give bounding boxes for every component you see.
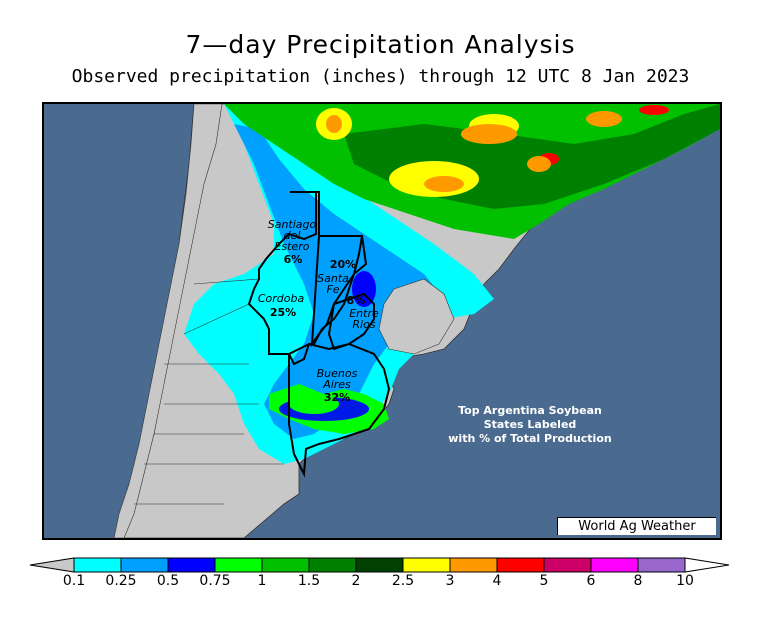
legend-swatch	[590, 557, 639, 573]
legend-swatch	[637, 557, 686, 573]
precip-orange-5	[586, 111, 622, 127]
precip-blue	[234, 124, 444, 439]
precip-orange-1	[424, 176, 464, 192]
legend-label: 3	[445, 573, 455, 589]
legend-max-triangle	[684, 557, 730, 573]
state-labels: Santiago del Estero 6% 20% Santa Fe Cord…	[258, 218, 379, 404]
state-name-santafe-1: Santa	[317, 272, 349, 285]
state-name-entrerios-2: Rios	[352, 318, 375, 331]
legend-label: 1.5	[297, 573, 321, 589]
precip-darkblue-er	[352, 271, 376, 307]
provincial-borders	[134, 278, 284, 505]
chile-strip	[113, 104, 223, 538]
legend-label: 4	[492, 573, 502, 589]
map-subtitle: Observed precipitation (inches) through …	[71, 66, 690, 87]
annotation-line1: Top Argentina Soybean	[458, 404, 602, 417]
legend-label: 0.5	[156, 573, 180, 589]
legend-swatch	[120, 557, 169, 573]
legend-label: 5	[539, 573, 549, 589]
state-pct-santafe: 20%	[330, 258, 356, 271]
legend-swatch	[402, 557, 451, 573]
legend-swatch	[449, 557, 498, 573]
precip-legend	[28, 556, 738, 580]
precip-orange-2	[326, 115, 342, 133]
state-pct-santiago: 6%	[284, 253, 303, 266]
precip-orange-4	[527, 156, 551, 172]
legend-label: 6	[586, 573, 596, 589]
legend-swatch	[543, 557, 592, 573]
legend-swatch	[167, 557, 216, 573]
legend-label: 2.5	[391, 573, 415, 589]
state-borders	[247, 191, 391, 478]
credit-label: World Ag Weather	[557, 517, 716, 535]
state-pct-entrerios: 8%	[347, 294, 366, 307]
annotation: Top Argentina Soybean States Labeled wit…	[448, 404, 611, 445]
legend-label: 0.25	[105, 573, 137, 589]
legend-label: 0.75	[199, 573, 231, 589]
precip-orange-3	[461, 124, 517, 144]
legend-swatch	[355, 557, 404, 573]
legend-label: 1	[257, 573, 267, 589]
uruguay	[378, 278, 455, 355]
legend-min-triangle	[29, 557, 75, 573]
legend-swatch	[261, 557, 310, 573]
state-pct-buenosaires: 32%	[324, 391, 350, 404]
precipitation-map: Santiago del Estero 6% 20% Santa Fe Cord…	[42, 102, 722, 540]
precip-green-ba2	[289, 394, 339, 414]
legend-swatch	[308, 557, 357, 573]
state-name-santiago-1: Santiago	[268, 218, 317, 231]
legend-swatch	[214, 557, 263, 573]
state-name-buenosaires-1: Buenos	[317, 367, 358, 380]
annotation-line2: States Labeled	[484, 418, 577, 431]
legend-swatch	[73, 557, 122, 573]
state-name-santafe-2: Fe	[326, 283, 339, 296]
legend-label: 0.1	[62, 573, 86, 589]
state-name-santiago-2: del	[284, 229, 301, 242]
legend-label: 10	[676, 573, 694, 589]
state-name-santiago-3: Estero	[274, 240, 309, 253]
annotation-line3: with % of Total Production	[448, 432, 611, 445]
state-name-cordoba: Cordoba	[258, 292, 305, 305]
legend-label: 8	[633, 573, 643, 589]
state-pct-cordoba: 25%	[270, 306, 296, 319]
precip-red-2	[639, 105, 669, 115]
map-title: 7—day Precipitation Analysis	[185, 30, 576, 59]
legend-label: 2	[351, 573, 361, 589]
state-name-buenosaires-2: Aires	[322, 378, 351, 391]
state-name-entrerios-1: Entre	[349, 307, 379, 320]
legend-swatch	[496, 557, 545, 573]
